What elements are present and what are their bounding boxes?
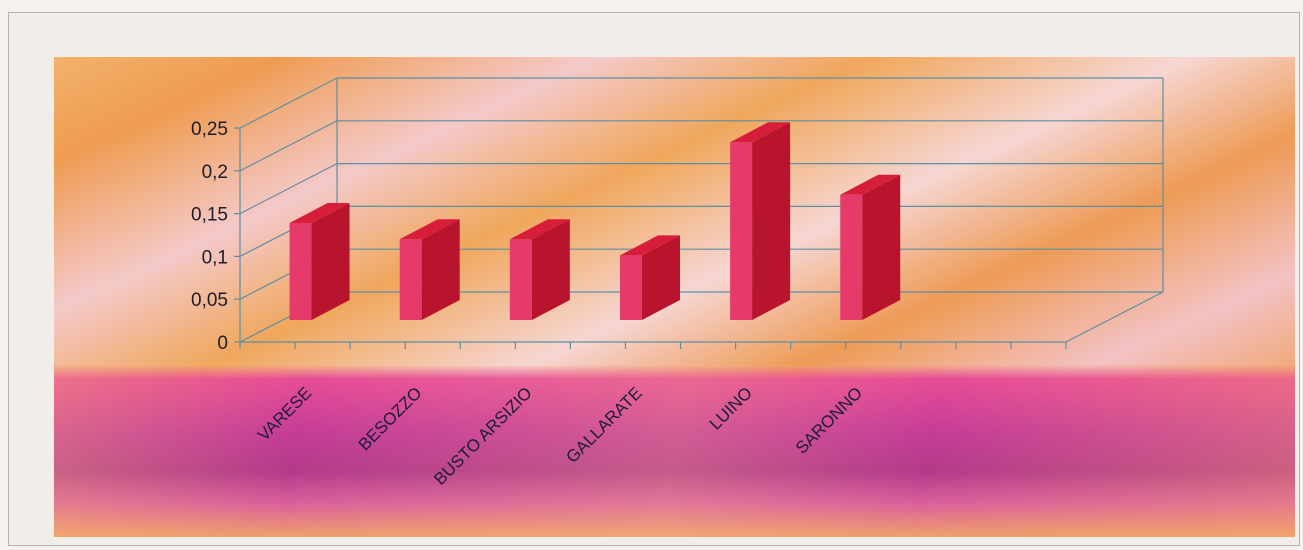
bar: [840, 174, 901, 320]
floor-band-highlight: [54, 365, 1295, 537]
bar-top: [730, 122, 791, 143]
y-tick-label: 0,05: [191, 290, 228, 311]
bar-side: [311, 203, 350, 320]
bar-side: [862, 174, 901, 320]
bar: [509, 219, 570, 320]
y-tick-label: 0,25: [191, 119, 228, 140]
bar-side: [531, 219, 570, 320]
bars: [289, 122, 901, 321]
bar: [399, 219, 460, 320]
gridlines: [239, 77, 1164, 343]
gridline-side: [239, 120, 338, 172]
bar-side: [752, 122, 791, 321]
x-axis: VARESE BESOZZO BUSTO ARSIZIO GALLARATE LUINO…: [239, 342, 1067, 489]
bar-top: [840, 174, 901, 195]
gridline-side: [239, 163, 338, 215]
x-category-label: GALLARATE: [562, 383, 645, 466]
y-tick-label: 0,2: [202, 162, 228, 183]
bar-front: [289, 223, 312, 320]
x-category-label: BUSTO ARSIZIO: [430, 383, 535, 488]
bar-front: [730, 142, 753, 320]
floor-right: [1065, 291, 1164, 343]
x-category-label: SARONNO: [792, 383, 866, 457]
bar: [289, 203, 350, 320]
bar: [619, 235, 680, 320]
y-axis: 0 0,05 0,1 0,15 0,2 0,25: [191, 119, 240, 354]
floor-band: [54, 365, 1295, 537]
chart-frame: [8, 12, 1300, 546]
y-tick-label: 0,1: [202, 247, 228, 268]
gridline-side: [239, 77, 338, 129]
bar-front: [399, 239, 422, 320]
x-category-label: LUINO: [706, 383, 756, 433]
bar-front: [509, 239, 532, 320]
y-tick-label: 0,15: [191, 205, 228, 226]
bar-top: [619, 235, 680, 256]
x-category-label: BESOZZO: [355, 383, 426, 454]
bar-front: [840, 194, 863, 320]
bar-front: [619, 255, 642, 320]
bar-side: [421, 219, 460, 320]
bar-side: [641, 235, 680, 320]
bar-top: [289, 203, 350, 224]
x-category-label: VARESE: [254, 383, 315, 444]
bar-top: [399, 219, 460, 240]
bar-top: [509, 219, 570, 240]
plot-area: [54, 57, 1295, 537]
bar: [730, 122, 791, 321]
y-tick-label: 0: [217, 333, 228, 354]
